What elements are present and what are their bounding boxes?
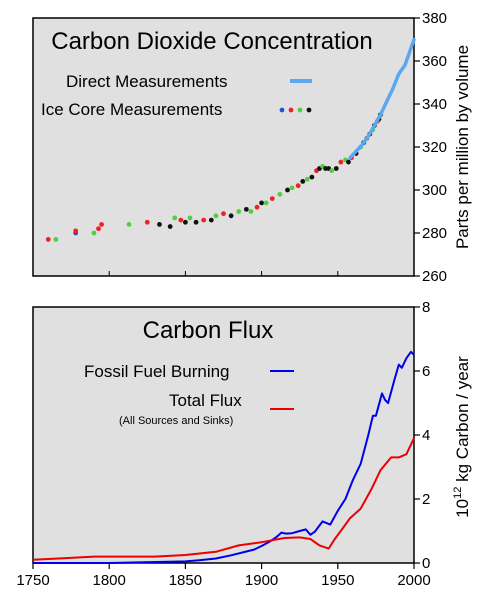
icecore-point xyxy=(300,179,306,184)
legend-label-fossil: Fossil Fuel Burning xyxy=(84,362,230,381)
icecore-point xyxy=(178,217,184,223)
icecore-point xyxy=(309,174,315,180)
icecore-point xyxy=(45,237,51,242)
icecore-point xyxy=(213,213,219,219)
icecore-point xyxy=(338,159,344,165)
xtick-label: 1850 xyxy=(169,572,202,589)
co2-y-axis-label: Parts per million by volume xyxy=(453,45,472,249)
icecore-point xyxy=(236,209,242,214)
co2-title: Carbon Dioxide Concentration xyxy=(51,28,373,55)
fossil-fuel-line xyxy=(33,350,415,564)
direct-measurements-line xyxy=(348,37,416,160)
flux-ylabel-superscript: 12 xyxy=(452,487,464,499)
flux-ytick-label: 4 xyxy=(422,427,430,444)
icecore-point xyxy=(346,159,351,165)
flux-ytick-label: 2 xyxy=(422,491,430,508)
co2-ytick-label: 300 xyxy=(422,182,447,199)
co2-ytick-label: 280 xyxy=(422,225,447,242)
xtick-label: 1800 xyxy=(93,572,126,589)
icecore-point xyxy=(208,217,214,223)
legend-label-direct: Direct Measurements xyxy=(66,72,228,91)
icecore-point xyxy=(221,211,226,217)
icecore-point xyxy=(167,224,173,229)
icecore-point xyxy=(183,219,188,225)
icecore-point xyxy=(248,209,254,214)
icecore-point xyxy=(277,191,283,197)
icecore-point xyxy=(289,185,295,191)
icecore-point xyxy=(263,200,269,206)
flux-title: Carbon Flux xyxy=(143,317,274,344)
xtick-label: 1900 xyxy=(245,572,278,589)
icecore-point xyxy=(295,183,301,189)
icecore-point xyxy=(285,187,290,193)
flux-ylabel-prefix: 10 xyxy=(453,499,472,518)
icecore-point xyxy=(73,228,79,234)
co2-ytick-label: 340 xyxy=(422,96,447,113)
icecore-point xyxy=(228,213,234,219)
flux-y-axis-label: 1012 kg Carbon / year xyxy=(452,356,472,518)
co2-ytick-label: 380 xyxy=(422,10,447,27)
legend-label-total: Total Flux xyxy=(169,391,242,410)
flux-marks xyxy=(32,350,415,564)
xtick-label: 1950 xyxy=(321,572,354,589)
icecore-point xyxy=(126,222,132,227)
xtick-label: 1750 xyxy=(16,572,49,589)
icecore-point xyxy=(157,222,162,227)
legend-sublabel-total: (All Sources and Sinks) xyxy=(119,415,233,427)
flux-ytick-label: 0 xyxy=(422,555,430,572)
icecore-point xyxy=(96,226,101,232)
flux-panel: 0 2 4 6 8 1750 1800 1850 1900 1950 2000 Carbon Fl… xyxy=(16,299,472,589)
icecore-point xyxy=(91,230,97,236)
flux-plot-area xyxy=(32,306,415,564)
co2-ytick-label: 260 xyxy=(422,268,447,285)
flux-ytick-label: 8 xyxy=(422,299,430,316)
icecore-point xyxy=(269,196,275,202)
icecore-point xyxy=(193,219,199,225)
icecore-point xyxy=(144,219,150,225)
co2-panel: 260 280 300 320 340 360 380 Carbon Dioxide Con… xyxy=(32,10,472,285)
icecore-point xyxy=(187,215,193,221)
legend-label-icecore: Ice Core Measurements xyxy=(41,100,222,119)
co2-ytick-label: 320 xyxy=(422,139,447,156)
flux-y-axis: 0 2 4 6 8 xyxy=(414,299,430,572)
icecore-point xyxy=(329,168,335,174)
icecore-point xyxy=(201,217,207,223)
xtick-label: 2000 xyxy=(397,572,430,589)
shared-x-axis: 1750 1800 1850 1900 1950 2000 xyxy=(16,563,431,589)
co2-plot-area xyxy=(32,17,415,277)
flux-ytick-label: 6 xyxy=(422,363,430,380)
icecore-point xyxy=(333,166,339,171)
icecore-point xyxy=(254,204,260,210)
co2-y-axis: 260 280 300 320 340 360 380 xyxy=(32,10,447,285)
icecore-point xyxy=(243,206,249,212)
icecore-point xyxy=(304,176,310,182)
total-flux-line xyxy=(32,437,415,561)
flux-ylabel-suffix: kg Carbon / year xyxy=(453,356,472,487)
icecore-point xyxy=(172,215,178,221)
legend-swatch-icecore xyxy=(279,107,312,113)
icecore-point xyxy=(99,222,104,227)
icecore-point xyxy=(53,237,59,242)
co2-ytick-label: 360 xyxy=(422,53,447,70)
icecore-point xyxy=(259,200,264,206)
co2-marks xyxy=(45,37,416,242)
